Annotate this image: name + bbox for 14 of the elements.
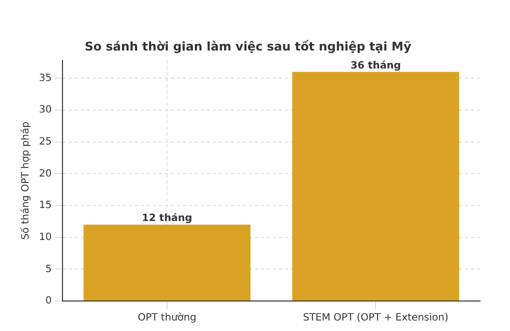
data-label: 36 tháng (350, 60, 401, 72)
y-tick-label: 10 (38, 232, 52, 243)
x-tick-label: OPT thường (138, 312, 196, 324)
y-tick-label: 35 (38, 72, 52, 84)
y-tick-label: 5 (45, 264, 52, 275)
data-label: 12 tháng (142, 213, 192, 224)
x-tick-label: STEM OPT (OPT + Extension) (302, 312, 448, 324)
y-axis-title: Số tháng OPT hợp pháp (20, 122, 32, 240)
y-tick-label: 20 (38, 168, 52, 180)
y-tick-label: 0 (45, 296, 52, 307)
chart-title: So sánh thời gian làm việc sau tốt nghiệp tại Mỹ (84, 39, 412, 54)
y-tick-label: 15 (38, 200, 52, 212)
y-tick-label: 25 (38, 136, 52, 148)
y-tick-label: 30 (38, 104, 52, 116)
